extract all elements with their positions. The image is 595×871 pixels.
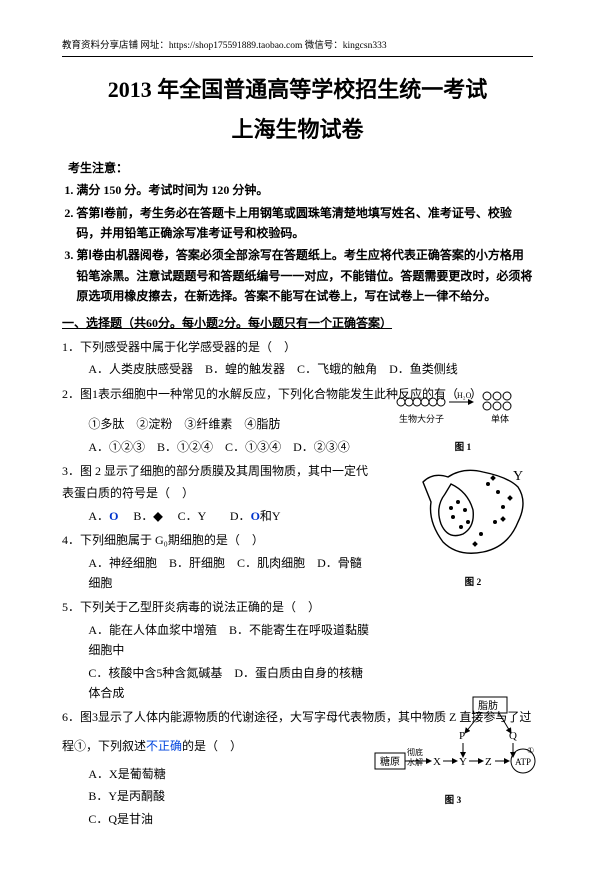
q5-optCD: C．核酸中含5种含氮碱基 D．蛋白质由自身的核糖体合成 [62, 663, 372, 704]
q1-text: 1．下列感受器中属于化学感受器的是（ ） [62, 337, 533, 357]
exam-page: 教育资料分享店铺 网址：https://shop175591889.taobao… [0, 0, 595, 871]
q3-text1: 3．图 2 显示了细胞的部分质膜及其周围物质，其中一定代 [62, 461, 372, 481]
fig3-q-label: Q [509, 730, 517, 742]
q6-text2a: 程①，下列叙述 [62, 739, 146, 753]
figure-2-caption: 图 2 [413, 575, 533, 591]
section1-heading: 一、选择题（共60分。每小题2分。每小题只有一个正确答案） [62, 313, 533, 333]
fig3-fat-label: 脂肪 [478, 699, 498, 712]
fig3-atp-label: ATP [515, 757, 531, 767]
q3-optB-label: B． [121, 509, 153, 523]
notice-list: 满分 150 分。考试时间为 120 分钟。 答第Ⅰ卷前，考生务必在答题卡上用钢… [62, 180, 533, 306]
q3-symbol-circle2: O [251, 509, 260, 523]
fig1-right-label: 单体 [491, 413, 509, 424]
figure-1-caption: 图 1 [393, 440, 533, 456]
fig3-z-label: Z [485, 756, 492, 768]
figure-2: Y 图 2 [413, 462, 533, 591]
figure-1-svg: H₂O 生物大分子 单体 [393, 388, 533, 432]
q3-text2: 表蛋白质的符号是（ ） [62, 483, 372, 503]
question-1: 1．下列感受器中属于化学感受器的是（ ） A．人类皮肤感受器 B．蝗的触发器 C… [62, 337, 533, 380]
q3-optA-label: A． [88, 509, 109, 523]
q4-options: A．神经细胞 B．肝细胞 C．肌肉细胞 D．骨髓细胞 [62, 553, 372, 594]
figure-2-svg: Y [413, 462, 533, 567]
page-header: 教育资料分享店铺 网址：https://shop175591889.taobao… [62, 38, 533, 57]
notice-heading: 考生注意： [62, 158, 533, 178]
figure-3-caption: 图 3 [373, 793, 533, 809]
notice-item-1: 满分 150 分。考试时间为 120 分钟。 [76, 180, 533, 200]
question-3: 3．图 2 显示了细胞的部分质膜及其周围物质，其中一定代 表蛋白质的符号是（ ）… [62, 461, 372, 526]
svg-text:①: ① [527, 746, 534, 755]
fig3-x-label: X [433, 756, 441, 768]
q5-optAB: A．能在人体血浆中增殖 B．不能寄生在呼吸道黏膜细胞中 [62, 620, 372, 661]
figure-1: H₂O 生物大分子 单体 图 1 [393, 388, 533, 456]
main-title-line1: 2013 年全国普通高等学校招生统一考试 [62, 71, 533, 108]
svg-text:水解: 水解 [407, 757, 423, 767]
fig3-p-label: P [459, 730, 465, 742]
figure-3-svg: 脂肪 P Q 糖原 彻底 水解 X Y Z ① ATP [373, 695, 543, 785]
q3-options: A．O B．◆ C．Y D．O和Y [62, 506, 372, 526]
q6-optC: C．Q是甘油 [62, 809, 533, 829]
question-5: 5．下列关于乙型肝炎病毒的说法正确的是（ ） A．能在人体血浆中增殖 B．不能寄… [62, 597, 372, 703]
q3-optCD-label: C．Y D． [166, 509, 251, 523]
q3-optD-mid: 和 [260, 509, 272, 523]
q3-symbol-y: Y [272, 509, 281, 523]
notice-item-2: 答第Ⅰ卷前，考生务必在答题卡上用钢笔或圆珠笔清楚地填写姓名、准考证号、校验码，并… [76, 203, 533, 244]
header-text: 教育资料分享店铺 网址：https://shop175591889.taobao… [62, 38, 387, 54]
notice-item-3: 第Ⅰ卷由机器阅卷，答案必须全部涂写在答题纸上。考生应将代表正确答案的小方格用铅笔… [76, 245, 533, 306]
question-4: 4．下列细胞属于 G₀期细胞的是（ ） A．神经细胞 B．肝细胞 C．肌肉细胞 … [62, 530, 372, 593]
q1-options: A．人类皮肤感受器 B．蝗的触发器 C．飞蛾的触角 D．鱼类侧线 [62, 359, 533, 379]
main-title-line2: 上海生物试卷 [62, 111, 533, 148]
fig3-y-label: Y [459, 756, 467, 768]
q6-incorrect-word: 不正确 [146, 739, 182, 753]
q3-symbol-diamond: ◆ [153, 509, 162, 523]
fig1-left-label: 生物大分子 [399, 413, 444, 424]
q3-symbol-circle: O [109, 509, 118, 523]
fig3-sugar-label: 糖原 [380, 755, 400, 768]
q5-text: 5．下列关于乙型肝炎病毒的说法正确的是（ ） [62, 597, 372, 617]
figure-3: 脂肪 P Q 糖原 彻底 水解 X Y Z ① ATP 图 3 [373, 695, 533, 809]
svg-text:Y: Y [513, 469, 523, 484]
fig3-hydro-label: 彻底 [407, 747, 423, 757]
q6-text3: 的是（ ） [182, 739, 242, 753]
q4-text: 4．下列细胞属于 G₀期细胞的是（ ） [62, 530, 372, 550]
fig1-water-label: H₂O [457, 391, 472, 400]
